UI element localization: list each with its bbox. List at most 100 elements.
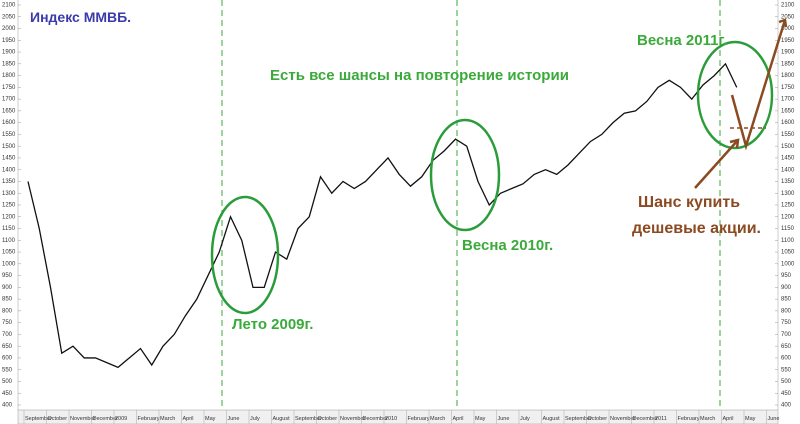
x-tick-label: 2010 — [385, 416, 397, 422]
x-tick-label: September — [565, 416, 592, 422]
x-tick-label: October — [318, 416, 338, 422]
y-tick-label: 1150 — [2, 226, 16, 232]
annotation: дешевые акции. — [632, 220, 761, 237]
x-tick-label: September — [25, 416, 52, 422]
y-tick-label: 600 — [781, 356, 792, 362]
x-tick-label: April — [723, 416, 734, 422]
x-tick-label: December — [93, 416, 119, 422]
y-tick-label: 1950 — [2, 38, 16, 44]
y-tick-label: 1450 — [2, 156, 16, 162]
y-tick-label: 2050 — [781, 14, 795, 20]
y-tick-label: 500 — [2, 379, 13, 385]
index-line — [27, 62, 738, 369]
y-tick-label: 950 — [2, 273, 13, 279]
y-tick-label: 450 — [2, 391, 13, 397]
x-tick-label: 2009 — [115, 416, 127, 422]
y-tick-label: 750 — [2, 320, 13, 326]
y-tick-label: 1350 — [781, 179, 795, 185]
highlight-ellipse — [696, 40, 774, 150]
y-tick-label: 950 — [781, 273, 792, 279]
x-tick-label: June — [768, 416, 780, 422]
x-tick-label: June — [228, 416, 240, 422]
y-tick-label: 650 — [781, 344, 792, 350]
y-tick-label: 450 — [781, 391, 792, 397]
x-tick-label: December — [363, 416, 389, 422]
y-tick-label: 1300 — [2, 191, 16, 197]
y-tick-label: 1850 — [2, 61, 16, 67]
y-tick-label: 1650 — [2, 108, 16, 114]
y-tick-label: 1200 — [2, 214, 16, 220]
x-tick-label: June — [498, 416, 510, 422]
y-tick-label: 1600 — [2, 120, 16, 126]
y-tick-label: 600 — [2, 356, 13, 362]
highlight-ellipse — [429, 118, 501, 232]
forecast-arrow — [730, 19, 787, 151]
pointer-arrow — [694, 139, 739, 189]
x-tick-label: December — [633, 416, 659, 422]
x-tick-label: September — [295, 416, 322, 422]
y-tick-label: 1350 — [2, 179, 16, 185]
x-tick-label: April — [453, 416, 464, 422]
y-tick-label: 750 — [781, 320, 792, 326]
y-tick-label: 1550 — [781, 132, 795, 138]
x-tick-label: August — [273, 416, 291, 422]
y-tick-label: 1400 — [2, 167, 16, 173]
x-tick-label: May — [205, 416, 216, 422]
x-tick-label: July — [250, 416, 260, 422]
y-tick-label: 400 — [2, 403, 13, 409]
y-tick-label: 1200 — [781, 214, 795, 220]
y-tick-label: 1800 — [781, 73, 795, 79]
y-tick-label: 900 — [781, 285, 792, 291]
x-tick-label: February — [678, 416, 700, 422]
y-tick-label: 850 — [781, 297, 792, 303]
y-tick-label: 1850 — [781, 61, 795, 67]
highlight-ellipse — [210, 195, 280, 315]
y-tick-label: 1000 — [781, 261, 795, 267]
y-tick-label: 1700 — [2, 97, 16, 103]
y-tick-label: 550 — [2, 367, 13, 373]
annotation: Весна 2010г. — [462, 237, 553, 254]
y-tick-label: 1900 — [2, 50, 16, 56]
arrow-head — [778, 18, 788, 28]
y-tick-label: 500 — [781, 379, 792, 385]
y-tick-label: 1250 — [781, 203, 795, 209]
y-tick-label: 650 — [2, 344, 13, 350]
x-tick-label: February — [138, 416, 160, 422]
y-tick-label: 2000 — [781, 26, 795, 32]
chart-title: Индекс ММВБ. — [30, 9, 131, 25]
y-tick-label: 1800 — [2, 73, 16, 79]
y-tick-label: 1050 — [2, 250, 16, 256]
annotation: Есть все шансы на повторение истории — [270, 67, 569, 84]
x-tick-label: August — [543, 416, 561, 422]
x-tick-label: October — [48, 416, 68, 422]
y-tick-label: 1600 — [781, 120, 795, 126]
x-tick-label: April — [183, 416, 194, 422]
x-tick-label: November — [70, 416, 96, 422]
y-tick-label: 1550 — [2, 132, 16, 138]
y-tick-label: 400 — [781, 403, 792, 409]
y-tick-label: 1450 — [781, 156, 795, 162]
x-tick-label: 2011 — [655, 416, 667, 422]
y-tick-label: 1650 — [781, 108, 795, 114]
y-tick-label: 2100 — [781, 3, 795, 9]
y-tick-label: 1100 — [2, 238, 16, 244]
y-tick-label: 1900 — [781, 50, 795, 56]
y-tick-label: 1000 — [2, 261, 16, 267]
y-tick-label: 1300 — [781, 191, 795, 197]
x-tick-label: May — [745, 416, 756, 422]
y-tick-label: 700 — [2, 332, 13, 338]
y-tick-label: 1400 — [781, 167, 795, 173]
arrow-head — [729, 138, 740, 149]
y-tick-label: 1500 — [781, 144, 795, 150]
y-tick-label: 1950 — [781, 38, 795, 44]
y-tick-label: 1250 — [2, 203, 16, 209]
y-tick-label: 1150 — [781, 226, 795, 232]
y-tick-label: 900 — [2, 285, 13, 291]
y-tick-label: 800 — [2, 308, 13, 314]
y-tick-label: 1050 — [781, 250, 795, 256]
annotation: Шанс купить — [638, 194, 740, 211]
x-tick-label: February — [408, 416, 430, 422]
y-tick-label: 1500 — [2, 144, 16, 150]
x-tick-label: November — [340, 416, 366, 422]
x-tick-label: March — [160, 416, 175, 422]
